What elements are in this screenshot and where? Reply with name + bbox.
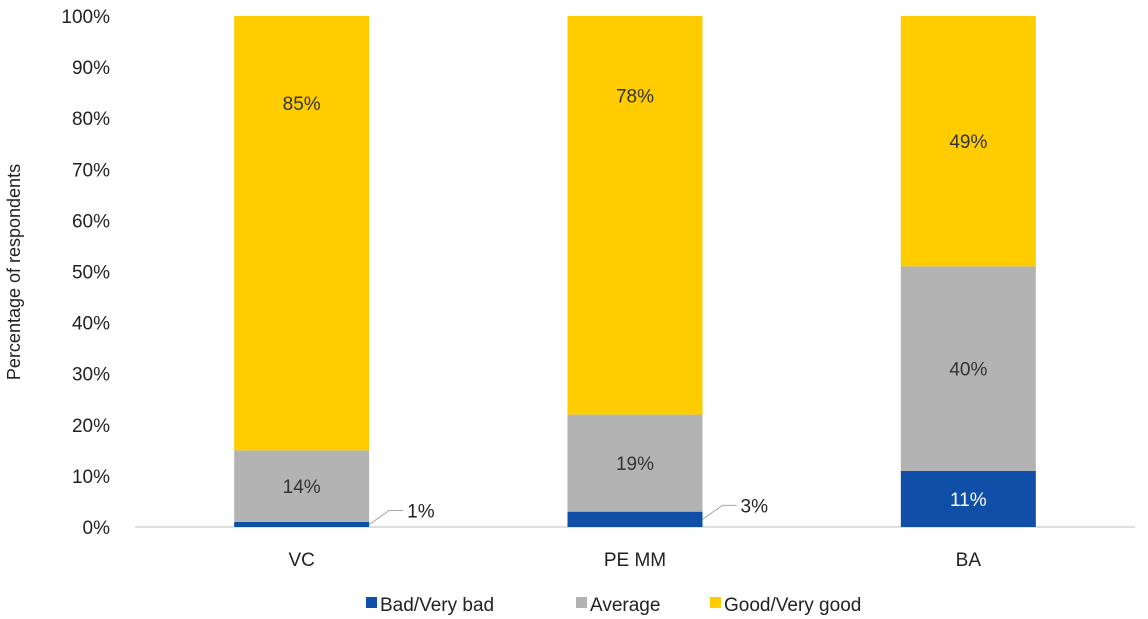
bars: 1% 14% 85% 3% 19% 78% 11% 40% 49% [234, 16, 1036, 527]
y-tick-label: 30% [72, 365, 110, 386]
y-tick-label: 10% [72, 467, 110, 488]
bar-segment [234, 521, 370, 527]
data-label: 19% [616, 454, 654, 475]
y-axis-ticks: 0% 10% 20% 30% 40% 50% 60% 70% 80% 90% 100% [61, 7, 110, 539]
y-tick-label: 40% [72, 314, 110, 335]
legend-label: Average [590, 595, 660, 616]
x-tick-label: PE MM [604, 550, 666, 571]
data-label: 3% [741, 496, 769, 517]
data-label: 40% [949, 360, 987, 381]
data-label: 78% [616, 87, 654, 108]
data-label: 11% [950, 490, 987, 511]
bar-segment [567, 16, 703, 415]
y-tick-label: 80% [72, 109, 110, 130]
bar-segment [567, 414, 703, 512]
legend-swatch [366, 597, 377, 608]
y-tick-label: 100% [61, 7, 110, 28]
y-tick-label: 20% [72, 416, 110, 437]
bar-segment [900, 16, 1036, 267]
legend-label: Bad/Very bad [380, 595, 494, 616]
legend-swatch [576, 597, 587, 608]
data-label: 1% [407, 501, 435, 522]
bar-segment [234, 16, 370, 451]
y-axis-label: Percentage of respondents [4, 164, 24, 380]
y-tick-label: 70% [72, 160, 110, 181]
bar-segment [234, 450, 370, 522]
y-tick-label: 90% [72, 58, 110, 79]
y-tick-label: 0% [83, 518, 111, 539]
bar-segment [900, 470, 1036, 527]
legend-label: Good/Very good [724, 595, 861, 616]
x-axis-categories: VC PE MM BA [288, 550, 981, 571]
data-label: 85% [283, 94, 321, 115]
bar-segment [567, 511, 703, 527]
leader-line [702, 504, 737, 520]
y-tick-label: 50% [72, 263, 110, 284]
x-tick-label: BA [956, 550, 982, 571]
data-label: 14% [283, 477, 321, 498]
legend-swatch [710, 597, 721, 608]
y-tick-label: 60% [72, 211, 110, 232]
leader-line [368, 509, 404, 525]
data-label: 49% [949, 132, 987, 153]
bar-segment [900, 266, 1036, 471]
x-tick-label: VC [288, 550, 314, 571]
legend: Bad/Very bad Average Good/Very good [366, 595, 861, 616]
